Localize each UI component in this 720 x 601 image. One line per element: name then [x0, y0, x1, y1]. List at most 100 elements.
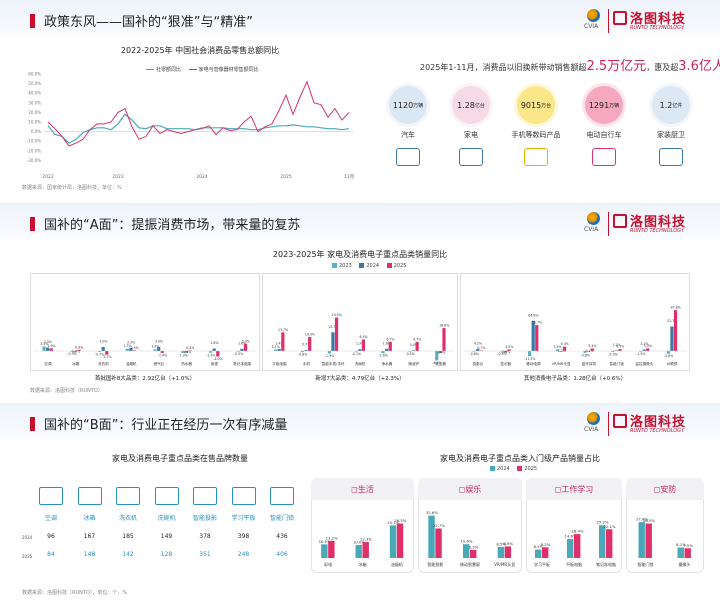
brand-name: 智能门锁 [269, 515, 294, 522]
x-tick-label: 2025 [280, 174, 292, 180]
bar-data-label: 2.3% [127, 340, 135, 344]
appliance-icon [459, 148, 483, 166]
share-data-label: 22.1% [603, 524, 615, 529]
category-label: VR/MR头显 [552, 361, 571, 366]
share-data-label: 26.5% [643, 518, 655, 523]
bar-mark [562, 346, 567, 351]
share-data-label: 13.2% [326, 535, 338, 540]
share-bar-chart: 6.5%8.2% 学习平板 14.6%18.4% 平板电脑 25.2%22.1% 笔记本电… [534, 520, 616, 567]
stat-unit: 亿台 [474, 102, 485, 109]
bar-data-label: -1.1% [182, 350, 191, 354]
line-chart-title: 2022-2025年 中国社会消费品零售总额同比 [120, 46, 280, 55]
brand-count-2024: 185 [122, 533, 134, 540]
stat-circle: 9015 万台 [517, 86, 555, 124]
brand-name: 冰箱 [83, 515, 96, 522]
share-category-label: 移动智慧屏 [460, 561, 480, 567]
brand-item: 空调 96 84 [32, 487, 70, 558]
stat-circle: 1.28 亿台 [452, 86, 490, 124]
brand-name: 学习平板 [231, 515, 256, 522]
share-category-label: VR/MR头显 [494, 561, 515, 567]
bar-data-label: 24.5% [332, 313, 342, 317]
logo-en: RUNTO TECHNOLOGY [630, 25, 685, 31]
category-label: 油烟机 [126, 361, 137, 366]
bar-mark [105, 351, 109, 355]
retail-line-chart: 60.0% 50.0% 40.0% 30.0% 20.0% 10.0% 0.0% -10.0%… [27, 72, 354, 181]
bar-mark [638, 351, 643, 352]
bar-mark [673, 310, 678, 351]
bar-data-label: -0.5% [497, 352, 506, 356]
stat-label: 家电 [464, 131, 478, 139]
bar-mark [361, 339, 365, 351]
share-group-label: 生活 [357, 484, 374, 494]
bar-mark [327, 351, 331, 354]
share-data-label: 32.6% [426, 510, 438, 515]
share-data-label: 26.5% [394, 518, 406, 523]
brand-item: 冰箱 167 148 [71, 487, 109, 558]
stat-unit: 万台 [541, 102, 552, 109]
share-group-label: 工作学习 [561, 484, 594, 494]
brand-name: 智能投影 [192, 515, 217, 522]
bar-mark [503, 351, 508, 353]
panel-title: 国补的“A面”：提振消费市场，带来量的复苏 [44, 218, 301, 233]
bar-data-label: 16.8% [439, 324, 449, 328]
y-tick-label: -10.0% [27, 139, 41, 144]
logo-divider [608, 412, 609, 436]
bar-data-label: 0.7% [477, 346, 485, 350]
share-bar [606, 529, 613, 558]
share-data-label: 6.3% [469, 544, 479, 549]
stat-circle: 1.2 亿件 [652, 86, 690, 124]
share-data-label: 8.2% [541, 542, 551, 547]
brand-item: 智能门锁 436 406 [263, 487, 301, 558]
share-data-label: 10.5% [319, 539, 331, 544]
bar-data-label: 3.2% [640, 342, 648, 346]
bar-mark [277, 349, 281, 351]
share-bar [463, 544, 470, 558]
bar-data-label: 3.3% [40, 342, 48, 346]
panel-title: 政策东风——国补的“狠准”与“精准” [44, 15, 253, 30]
group-box-2 [262, 273, 458, 371]
cvia-globe-icon [587, 9, 600, 22]
category-label: 洗碗机 [355, 361, 366, 366]
bar-data-label: 3.5% [553, 345, 561, 349]
group-box-3 [460, 273, 690, 371]
bar-mark [531, 320, 535, 351]
summary-sales: 2.5万亿元 [586, 59, 647, 74]
stat-unit: 万辆 [609, 102, 620, 109]
share-group-header: ◻ 安防 [626, 478, 704, 500]
brand-count-2024: 436 [276, 533, 288, 540]
share-category-label: 学习平板 [534, 561, 550, 567]
brand-count-2024: 398 [237, 533, 250, 540]
panel-b-side: 国补的“B面”：行业正在经历一次有序减量 CVIA 洛图科技 RUNTO TEC… [0, 403, 720, 601]
logo-en: RUNTO TECHNOLOGY [630, 428, 685, 434]
share-bar [574, 534, 581, 558]
share-bar-chart: 10.5%13.2% 彩电 10.0%12.3% 冰箱 25.1%26.5% 油烟机 [319, 518, 407, 567]
lock-icon: ◻ [653, 484, 661, 494]
share-bar [567, 539, 574, 558]
bar-mark [216, 351, 220, 357]
stat-value: 1.28 [457, 100, 475, 110]
bar-mark [274, 349, 278, 351]
y-tick-label: 10.0% [28, 120, 41, 125]
share-bar-chart: 27.6%26.5% 智能门锁 8.1%7.5% 摄像头 [636, 517, 693, 567]
bar-mark [500, 351, 504, 352]
category-label: 蓝牙耳机 [582, 361, 597, 366]
share-data-label: 8.1% [676, 542, 686, 547]
brand-count-title: 家电及消费电子重点品类在售品牌数量 [112, 454, 248, 463]
bar-data-label: -2.9% [501, 350, 510, 354]
phone-icon [524, 148, 548, 166]
share-bar [470, 549, 477, 558]
category-label: 净水器 [381, 361, 392, 366]
runto-mark-icon [613, 11, 627, 25]
bar-mark [212, 348, 216, 351]
share-data-label: 25.1% [387, 520, 399, 525]
x-tick-label: 11月 [344, 174, 354, 180]
source-note: 数据来源：洛图科技（RUNTO），单位：个，% [22, 590, 128, 596]
bar-mark [49, 348, 53, 351]
stat-label: 家装厨卫 [657, 131, 685, 139]
bar-mark [304, 350, 308, 351]
bar-mark [583, 351, 587, 353]
cvia-globe-icon [587, 412, 600, 425]
legend-2024: 2024 [497, 466, 510, 472]
share-category-label: 智能门锁 [638, 561, 654, 567]
legend-appliance: 家电与音像器材零售额同比 [198, 67, 259, 73]
